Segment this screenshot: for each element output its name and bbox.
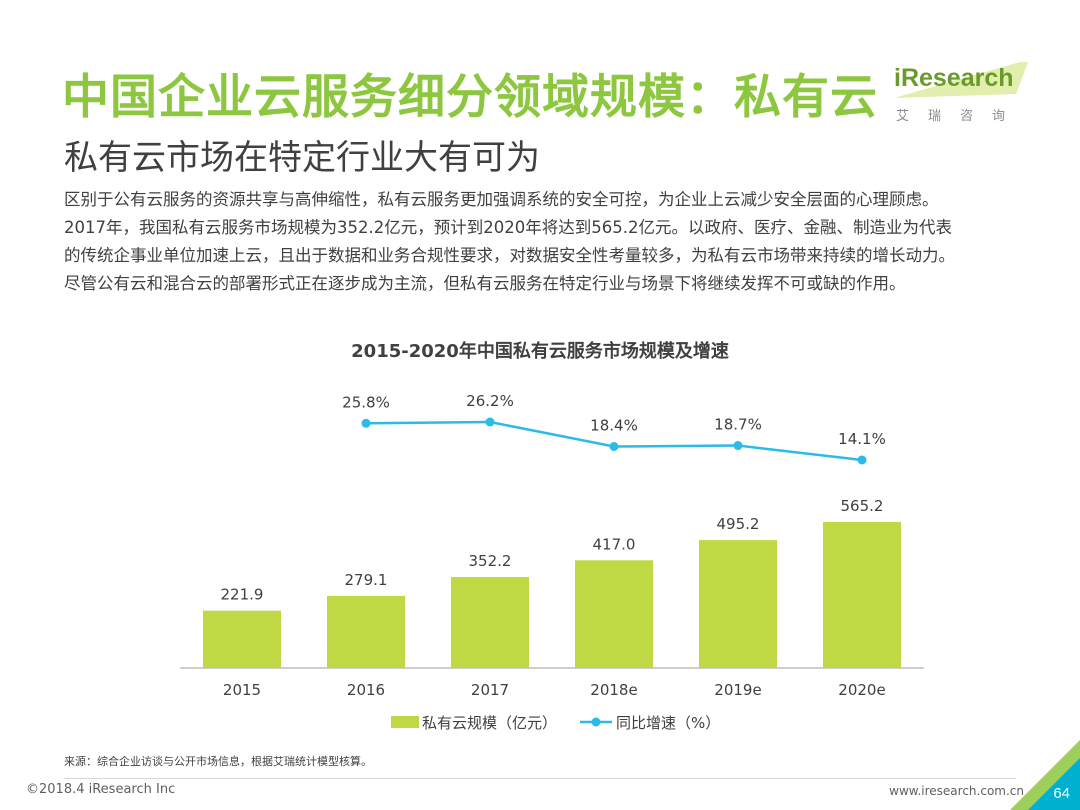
bar bbox=[575, 560, 653, 668]
growth-data-label: 18.4% bbox=[590, 416, 638, 434]
logo-wordmark: iResearch bbox=[894, 64, 1014, 92]
bar bbox=[203, 610, 281, 668]
x-tick-label: 2020e bbox=[838, 681, 885, 699]
page-number: 64 bbox=[1053, 785, 1070, 802]
description-line: 的传统企事业单位加速上云，且出于数据和业务合规性要求，对数据安全性考量较多，为私… bbox=[64, 246, 955, 265]
legend-swatch-point bbox=[591, 717, 601, 727]
growth-point bbox=[733, 441, 743, 451]
growth-point bbox=[485, 417, 495, 427]
corner-decoration-blue bbox=[1028, 758, 1080, 810]
legend-swatch-bar bbox=[391, 716, 419, 728]
source-note: 来源：综合企业访谈与公开市场信息，根据艾瑞统计模型核算。 bbox=[64, 755, 372, 768]
growth-data-label: 26.2% bbox=[466, 392, 514, 410]
chart-title: 2015-2020年中国私有云服务市场规模及增速 bbox=[351, 341, 729, 362]
logo-swoosh-icon bbox=[894, 62, 1028, 98]
logo-subtitle: 艾瑞咨询 bbox=[896, 109, 1025, 124]
description-line: 区别于公有云服务的资源共享与高伸缩性，私有云服务更加强调系统的安全可控，为企业上… bbox=[64, 190, 939, 209]
footer-divider bbox=[64, 778, 1016, 779]
x-tick-label: 2017 bbox=[471, 681, 509, 699]
x-tick-label: 2016 bbox=[347, 681, 385, 699]
x-tick-label: 2015 bbox=[223, 681, 261, 699]
growth-data-label: 25.8% bbox=[342, 393, 390, 411]
page-title: 中国企业云服务细分领域规模：私有云 bbox=[62, 70, 878, 125]
description-line: 尽管公有云和混合云的部署形式正在逐步成为主流，但私有云服务在特定行业与场景下将继… bbox=[64, 274, 906, 293]
bar-data-label: 221.9 bbox=[221, 586, 264, 604]
x-tick-label: 2019e bbox=[714, 681, 761, 699]
copyright-text: ©2018.4 iResearch Inc bbox=[26, 782, 176, 797]
growth-data-label: 14.1% bbox=[838, 430, 886, 448]
bar-data-label: 417.0 bbox=[593, 535, 636, 553]
legend-label-bar: 私有云规模（亿元） bbox=[422, 714, 557, 732]
bar-data-label: 495.2 bbox=[717, 515, 760, 533]
bar-data-label: 352.2 bbox=[469, 552, 512, 570]
growth-point bbox=[361, 418, 371, 428]
bar bbox=[699, 540, 777, 668]
bar bbox=[451, 577, 529, 668]
bar-data-label: 279.1 bbox=[345, 571, 388, 589]
bar bbox=[823, 522, 901, 668]
growth-point bbox=[857, 455, 867, 465]
website-url: www.iresearch.com.cn bbox=[889, 784, 1024, 798]
description-text: 区别于公有云服务的资源共享与高伸缩性，私有云服务更加强调系统的安全可控，为企业上… bbox=[64, 186, 1054, 298]
growth-data-label: 18.7% bbox=[714, 416, 762, 434]
page-subtitle: 私有云市场在特定行业大有可为 bbox=[64, 138, 540, 178]
description-line: 2017年，我国私有云服务市场规模为352.2亿元，预计到2020年将达到565… bbox=[64, 218, 952, 237]
iresearch-logo: iResearch 艾瑞咨询 bbox=[892, 58, 1032, 128]
legend-label-line: 同比增速（%） bbox=[616, 714, 720, 732]
bar bbox=[327, 595, 405, 668]
x-tick-label: 2018e bbox=[590, 681, 637, 699]
growth-point bbox=[609, 441, 619, 451]
bar-data-label: 565.2 bbox=[841, 497, 884, 515]
